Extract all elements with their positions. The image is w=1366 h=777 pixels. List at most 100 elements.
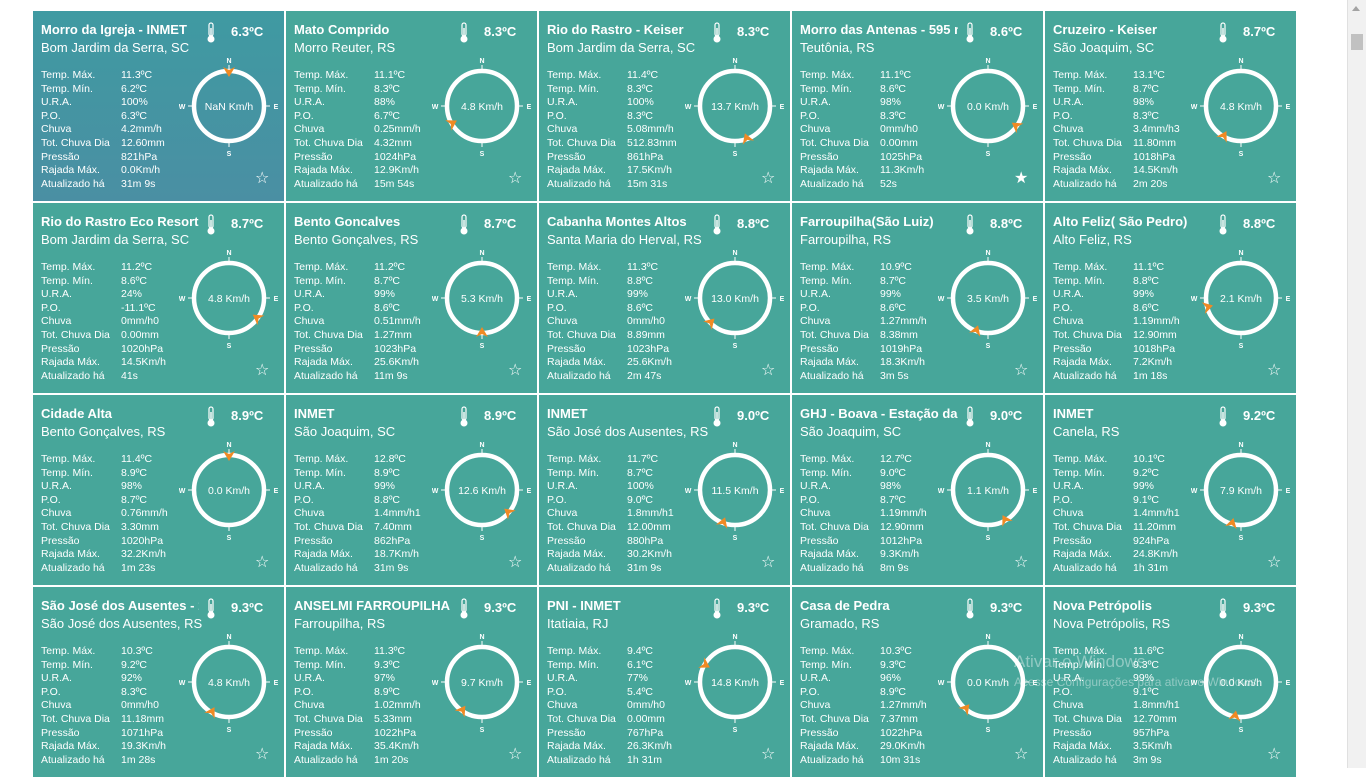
- station-card[interactable]: Casa de Pedra Gramado, RS 9.3ºC Temp. Máx. 1…: [792, 587, 1043, 777]
- favorite-star-icon[interactable]: ☆: [508, 554, 523, 571]
- favorite-star-icon[interactable]: ☆: [1014, 362, 1029, 379]
- reading-label: Atualizado há: [41, 177, 105, 190]
- compass-north-label: N: [1238, 634, 1243, 641]
- station-card[interactable]: PNI - INMET Itatiaia, RJ 9.3ºC Temp. Máx. 9.…: [539, 587, 790, 777]
- station-name: Morro das Antenas - 595 m: [800, 22, 958, 37]
- station-card[interactable]: Nova Petrópolis Nova Petrópolis, RS 9.3ºC T…: [1045, 587, 1296, 777]
- station-card[interactable]: Cidade Alta Bento Gonçalves, RS 8.9ºC Temp.…: [33, 395, 284, 585]
- reading-label: U.R.A.: [41, 480, 72, 493]
- station-card[interactable]: Cruzeiro - Keiser São Joaquim, SC 8.7ºC Tem…: [1045, 11, 1296, 201]
- favorite-star-icon[interactable]: ★: [1014, 170, 1029, 187]
- reading-row-ura: U.R.A. 96%: [800, 672, 932, 686]
- station-card[interactable]: ANSELMI FARROUPILHA 7 Farroupilha, RS 9.3º…: [286, 587, 537, 777]
- reading-value: 19.3Km/h: [121, 740, 166, 753]
- reading-value: 8.38mm: [880, 328, 918, 341]
- reading-row-ura: U.R.A. 99%: [294, 480, 426, 494]
- reading-value: 11.4ºC: [121, 453, 153, 465]
- reading-value: 7.40mm: [374, 520, 412, 533]
- station-card[interactable]: Alto Feliz( São Pedro) Alto Feliz, RS 8.8º…: [1045, 203, 1296, 393]
- vertical-scrollbar[interactable]: [1347, 0, 1366, 768]
- favorite-star-icon[interactable]: ☆: [508, 170, 523, 187]
- favorite-star-icon[interactable]: ☆: [761, 746, 776, 763]
- reading-row-po: P.O. 9.1ºC: [1053, 686, 1185, 700]
- reading-row-pressao: Pressão 880hPa: [547, 535, 679, 549]
- reading-row-atualizado: Atualizado há 15m 31s: [547, 178, 679, 192]
- reading-row-atualizado: Atualizado há 31m 9s: [41, 178, 173, 192]
- reading-row-atualizado: Atualizado há 1m 18s: [1053, 370, 1185, 384]
- station-card[interactable]: Bento Goncalves Bento Gonçalves, RS 8.7ºC T…: [286, 203, 537, 393]
- reading-row-temp-max: Temp. Máx. 11.1ºC: [294, 69, 426, 83]
- reading-label: Temp. Mín.: [41, 658, 93, 671]
- reading-label: Chuva: [800, 123, 831, 136]
- reading-label: P.O.: [547, 685, 567, 698]
- station-card[interactable]: São José dos Ausentes - 1 São José dos Au…: [33, 587, 284, 777]
- favorite-star-icon[interactable]: ☆: [255, 746, 270, 763]
- reading-value: 31m 9s: [627, 561, 662, 574]
- station-card[interactable]: Morro das Antenas - 595 m Teutônia, RS 8.6…: [792, 11, 1043, 201]
- favorite-star-icon[interactable]: ☆: [1267, 362, 1282, 379]
- favorite-star-icon[interactable]: ☆: [255, 170, 270, 187]
- favorite-star-icon[interactable]: ☆: [1267, 746, 1282, 763]
- reading-label: Chuva: [547, 123, 578, 136]
- reading-value: 821hPa: [121, 150, 158, 163]
- reading-value: 1.4mm/h1: [1133, 507, 1180, 520]
- reading-value: 12.90mm: [1133, 328, 1177, 341]
- favorite-star-icon[interactable]: ☆: [255, 554, 270, 571]
- thermometer-icon: [207, 214, 215, 235]
- reading-label: Rajada Máx.: [800, 740, 859, 753]
- station-card[interactable]: Farroupilha(São Luiz) Farroupilha, RS 8.8º…: [792, 203, 1043, 393]
- reading-row-temp-max: Temp. Máx. 11.6ºC: [1053, 645, 1185, 659]
- station-card[interactable]: Mato Comprido Morro Reuter, RS 8.3ºC Temp. …: [286, 11, 537, 201]
- reading-value: 8.7ºC: [880, 493, 907, 506]
- favorite-star-icon[interactable]: ☆: [508, 362, 523, 379]
- station-card[interactable]: Morro da Igreja - INMET Bom Jardim da Ser…: [33, 11, 284, 201]
- reading-label: U.R.A.: [41, 96, 72, 109]
- station-card[interactable]: INMET São José dos Ausentes, RS 9.0ºC Temp.…: [539, 395, 790, 585]
- reading-value: 15m 31s: [627, 177, 668, 190]
- reading-value: 1.8mm/h1: [627, 507, 674, 520]
- current-temperature: 8.9ºC: [484, 408, 517, 423]
- station-location: São Joaquim, SC: [1053, 40, 1155, 55]
- station-card[interactable]: INMET Canela, RS 9.2ºC Temp. Máx. 10.1ºC Temp…: [1045, 395, 1296, 585]
- station-card[interactable]: Rio do Rastro Eco Resort Bom Jardim da Se…: [33, 203, 284, 393]
- reading-label: Atualizado há: [800, 369, 864, 382]
- scrollbar-thumb[interactable]: [1351, 34, 1363, 50]
- reading-row-po: P.O. 6.3ºC: [41, 110, 173, 124]
- current-temperature: 8.8ºC: [1243, 216, 1276, 231]
- favorite-star-icon[interactable]: ☆: [761, 170, 776, 187]
- station-card[interactable]: INMET São Joaquim, SC 8.9ºC Temp. Máx. 12.8º…: [286, 395, 537, 585]
- reading-row-temp-max: Temp. Máx. 11.2ºC: [41, 261, 173, 275]
- reading-value: 0.00mm: [121, 328, 159, 341]
- favorite-star-icon[interactable]: ☆: [1267, 170, 1282, 187]
- scroll-up-arrow-icon[interactable]: [1352, 6, 1360, 11]
- compass-south-label: S: [227, 343, 232, 350]
- favorite-star-icon[interactable]: ☆: [508, 746, 523, 763]
- station-name: Mato Comprido: [294, 22, 390, 37]
- station-card[interactable]: Rio do Rastro - Keiser Bom Jardim da Serr…: [539, 11, 790, 201]
- station-card[interactable]: GHJ - Boava - Estação da São Joaquim, SC 9…: [792, 395, 1043, 585]
- favorite-star-icon[interactable]: ☆: [255, 362, 270, 379]
- favorite-star-icon[interactable]: ☆: [1014, 746, 1029, 763]
- reading-row-chuva: Chuva 1.19mm/h: [1053, 315, 1185, 329]
- compass-west-label: W: [1191, 296, 1198, 303]
- compass-east-label: E: [1286, 104, 1291, 111]
- compass-east-label: E: [1286, 296, 1291, 303]
- reading-label: U.R.A.: [41, 288, 72, 301]
- reading-label: Temp. Máx.: [294, 645, 349, 657]
- reading-row-ura: U.R.A. 99%: [1053, 480, 1185, 494]
- reading-value: 11.1ºC: [374, 69, 406, 81]
- reading-value: 1022hPa: [880, 726, 923, 739]
- compass-north-label: N: [1238, 58, 1243, 65]
- station-card[interactable]: Cabanha Montes Altos Santa Maria do Herva…: [539, 203, 790, 393]
- reading-value: 0.00mm: [627, 712, 665, 725]
- favorite-star-icon[interactable]: ☆: [761, 362, 776, 379]
- reading-row-pressao: Pressão 862hPa: [294, 535, 426, 549]
- readings-list: Temp. Máx. 11.4ºC Temp. Mín. 8.3ºC U.R.A. 100…: [547, 69, 679, 191]
- reading-row-ura: U.R.A. 98%: [1053, 96, 1185, 110]
- favorite-star-icon[interactable]: ☆: [1014, 554, 1029, 571]
- wind-speed: 7.9 Km/h: [1220, 485, 1262, 497]
- reading-label: Atualizado há: [294, 177, 358, 190]
- favorite-star-icon[interactable]: ☆: [1267, 554, 1282, 571]
- favorite-star-icon[interactable]: ☆: [761, 554, 776, 571]
- reading-label: Temp. Mín.: [294, 274, 346, 287]
